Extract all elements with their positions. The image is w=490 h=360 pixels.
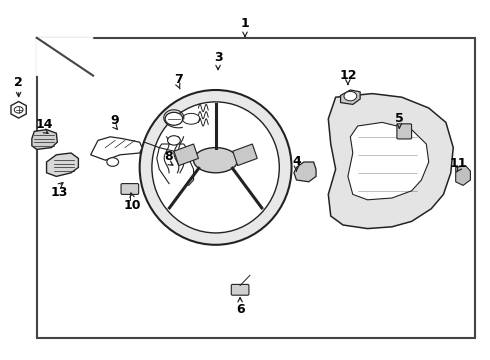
Ellipse shape bbox=[194, 148, 238, 173]
Text: 5: 5 bbox=[395, 112, 404, 125]
Polygon shape bbox=[233, 144, 257, 166]
Polygon shape bbox=[32, 130, 57, 149]
Circle shape bbox=[14, 107, 23, 113]
Polygon shape bbox=[91, 137, 142, 160]
Text: 6: 6 bbox=[236, 303, 245, 316]
Ellipse shape bbox=[152, 102, 279, 233]
Text: 2: 2 bbox=[14, 76, 23, 89]
Circle shape bbox=[107, 158, 119, 166]
FancyBboxPatch shape bbox=[397, 124, 412, 139]
Circle shape bbox=[344, 91, 357, 101]
Text: 8: 8 bbox=[165, 150, 173, 163]
Ellipse shape bbox=[140, 90, 292, 245]
Circle shape bbox=[168, 136, 180, 145]
Text: 3: 3 bbox=[214, 51, 222, 64]
Text: 10: 10 bbox=[123, 199, 141, 212]
Text: 4: 4 bbox=[292, 156, 301, 168]
Text: 7: 7 bbox=[174, 73, 183, 86]
Polygon shape bbox=[341, 90, 360, 104]
Polygon shape bbox=[11, 102, 26, 118]
Polygon shape bbox=[294, 162, 316, 182]
Text: 9: 9 bbox=[111, 114, 120, 127]
Polygon shape bbox=[456, 166, 470, 185]
Polygon shape bbox=[328, 94, 453, 229]
Polygon shape bbox=[174, 144, 198, 166]
Text: 13: 13 bbox=[50, 186, 68, 199]
FancyBboxPatch shape bbox=[121, 184, 139, 194]
Polygon shape bbox=[348, 122, 429, 200]
Polygon shape bbox=[37, 38, 93, 76]
Text: 1: 1 bbox=[241, 17, 249, 30]
Text: 12: 12 bbox=[339, 69, 357, 82]
Polygon shape bbox=[47, 153, 78, 176]
FancyBboxPatch shape bbox=[231, 284, 249, 295]
Bar bbox=[37, 38, 475, 338]
Text: 11: 11 bbox=[449, 157, 467, 170]
Text: 14: 14 bbox=[35, 118, 53, 131]
Circle shape bbox=[165, 112, 183, 125]
